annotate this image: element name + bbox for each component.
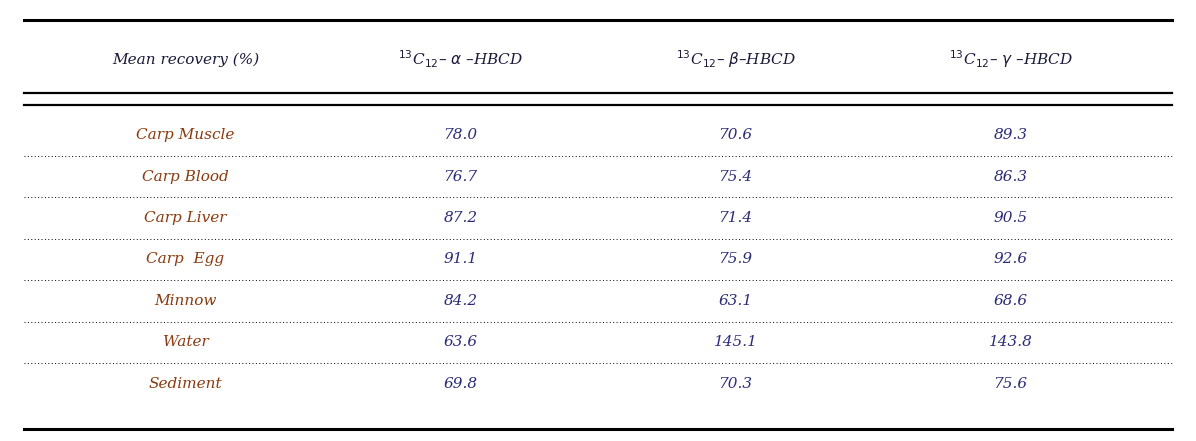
Text: Mean recovery (%): Mean recovery (%) [111,52,260,67]
Text: 90.5: 90.5 [994,211,1027,225]
Text: 70.3: 70.3 [719,377,752,391]
Text: 92.6: 92.6 [994,253,1027,266]
Text: 89.3: 89.3 [994,128,1027,142]
Text: Minnow: Minnow [154,294,216,308]
Text: 76.7: 76.7 [444,170,477,184]
Text: 69.8: 69.8 [444,377,477,391]
Text: 63.6: 63.6 [444,335,477,349]
Text: $^{13}$C$_{12}$– $\gamma$ –HBCD: $^{13}$C$_{12}$– $\gamma$ –HBCD [948,49,1073,71]
Text: 63.1: 63.1 [719,294,752,308]
Text: 75.6: 75.6 [994,377,1027,391]
Text: Water: Water [163,335,208,349]
Text: 70.6: 70.6 [719,128,752,142]
Text: Carp Liver: Carp Liver [145,211,226,225]
Text: Carp Blood: Carp Blood [142,170,228,184]
Text: 91.1: 91.1 [444,253,477,266]
Text: 71.4: 71.4 [719,211,752,225]
Text: 68.6: 68.6 [994,294,1027,308]
Text: 86.3: 86.3 [994,170,1027,184]
Text: Carp Muscle: Carp Muscle [136,128,234,142]
Text: 75.4: 75.4 [719,170,752,184]
Text: 87.2: 87.2 [444,211,477,225]
Text: Carp  Egg: Carp Egg [146,253,225,266]
Text: Sediment: Sediment [148,377,222,391]
Text: 75.9: 75.9 [719,253,752,266]
Text: 84.2: 84.2 [444,294,477,308]
Text: 143.8: 143.8 [989,335,1032,349]
Text: 78.0: 78.0 [444,128,477,142]
Text: 145.1: 145.1 [714,335,757,349]
Text: $^{13}$C$_{12}$– $\alpha$ –HBCD: $^{13}$C$_{12}$– $\alpha$ –HBCD [398,49,523,70]
Text: $^{13}$C$_{12}$– $\beta$–HBCD: $^{13}$C$_{12}$– $\beta$–HBCD [676,49,795,71]
